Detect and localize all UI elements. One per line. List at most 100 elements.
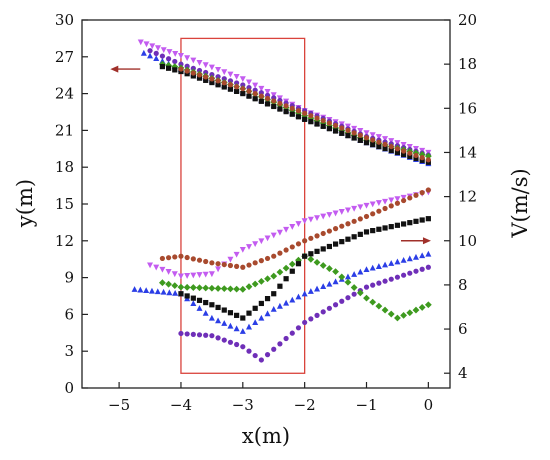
speed-point bbox=[418, 304, 426, 311]
speed-point bbox=[419, 266, 425, 272]
trajectory-point bbox=[172, 67, 178, 73]
trajectory-point bbox=[209, 79, 215, 86]
speed-point bbox=[345, 221, 351, 227]
speed-point bbox=[277, 341, 283, 347]
speed-point bbox=[387, 310, 395, 318]
speed-point bbox=[159, 266, 166, 273]
speed-point bbox=[190, 300, 197, 307]
speed-point bbox=[202, 309, 209, 316]
series-5 bbox=[159, 64, 431, 321]
speed-point bbox=[363, 284, 370, 290]
trajectory-point bbox=[264, 95, 271, 102]
trajectory-point bbox=[283, 109, 289, 115]
speed-point bbox=[166, 289, 173, 296]
trajectory-point bbox=[388, 138, 395, 144]
trajectory-point bbox=[407, 150, 413, 156]
y-tick-label: 24 bbox=[55, 85, 74, 103]
speed-point bbox=[425, 187, 431, 193]
speed-point bbox=[388, 276, 394, 282]
speed-point bbox=[220, 285, 228, 293]
trajectory-point bbox=[351, 135, 357, 141]
left-axis-arrow-head bbox=[110, 65, 119, 73]
speed-point bbox=[326, 280, 333, 287]
speed-point bbox=[369, 264, 376, 271]
speed-point bbox=[401, 197, 407, 204]
speed-point bbox=[326, 243, 332, 250]
trajectory-point bbox=[233, 73, 240, 80]
trajectory-point bbox=[196, 59, 203, 66]
trajectory-point bbox=[190, 57, 197, 64]
speed-point bbox=[258, 300, 264, 307]
y-tick-label: 0 bbox=[64, 379, 74, 397]
speed-point bbox=[425, 250, 432, 257]
trajectory-point bbox=[215, 66, 222, 73]
y2-tick-label: 18 bbox=[458, 55, 477, 73]
speed-point bbox=[344, 273, 351, 280]
trajectory-point bbox=[246, 84, 252, 91]
speed-point bbox=[264, 295, 271, 302]
trajectory-point bbox=[289, 111, 295, 117]
trajectory-point bbox=[369, 132, 376, 139]
speed-point bbox=[419, 190, 425, 196]
trajectory-point bbox=[277, 100, 283, 107]
y2-tick-label: 16 bbox=[458, 99, 477, 117]
speed-point bbox=[363, 213, 370, 220]
speed-point bbox=[357, 231, 363, 237]
trajectory-point bbox=[351, 125, 358, 132]
speed-point bbox=[351, 218, 357, 224]
trajectory-point bbox=[137, 39, 144, 46]
trajectory-point bbox=[208, 64, 215, 71]
trajectory-point bbox=[252, 96, 258, 102]
speed-point bbox=[240, 315, 246, 321]
speed-point bbox=[252, 352, 258, 359]
marks-layer bbox=[131, 39, 432, 363]
speed-point bbox=[270, 272, 278, 280]
speed-point bbox=[282, 264, 290, 272]
speed-point bbox=[351, 234, 357, 240]
speed-point bbox=[183, 283, 191, 291]
speed-point bbox=[246, 262, 252, 268]
speed-point bbox=[339, 298, 345, 304]
speed-point bbox=[137, 286, 144, 293]
trajectory-point bbox=[240, 91, 246, 97]
speed-point bbox=[351, 291, 357, 297]
speed-point bbox=[154, 288, 161, 295]
speed-point bbox=[388, 224, 394, 230]
trajectory-point bbox=[190, 73, 196, 79]
trajectory-point bbox=[289, 105, 295, 111]
trajectory-point bbox=[400, 142, 407, 148]
speed-point bbox=[394, 196, 401, 203]
speed-point bbox=[239, 246, 246, 253]
trajectory-point bbox=[401, 148, 407, 154]
speed-point bbox=[277, 250, 283, 256]
speed-point bbox=[332, 226, 339, 232]
speed-point bbox=[196, 305, 203, 311]
speed-point bbox=[233, 325, 240, 332]
speed-point bbox=[184, 273, 191, 279]
trajectory-point bbox=[203, 74, 209, 80]
speed-point bbox=[147, 262, 154, 269]
trajectory-point bbox=[413, 155, 419, 161]
trajectory-point bbox=[172, 51, 179, 57]
speed-point bbox=[412, 253, 419, 260]
speed-point bbox=[283, 226, 290, 233]
speed-point bbox=[165, 269, 172, 275]
trajectory-point bbox=[277, 106, 283, 112]
y-tick-label: 12 bbox=[55, 232, 74, 250]
speed-point bbox=[215, 335, 221, 341]
speed-point bbox=[394, 200, 401, 206]
speed-point bbox=[381, 306, 389, 314]
highlight-box bbox=[180, 37, 306, 374]
speed-point bbox=[394, 274, 401, 280]
speed-point bbox=[320, 283, 327, 290]
speed-point bbox=[351, 205, 358, 212]
y-tick-label: 3 bbox=[64, 342, 74, 360]
speed-point bbox=[394, 314, 401, 322]
speed-point bbox=[276, 268, 284, 276]
speed-point bbox=[370, 282, 376, 288]
speed-point bbox=[196, 332, 203, 338]
speed-point bbox=[412, 306, 420, 314]
trajectory-point bbox=[363, 135, 370, 141]
speed-point bbox=[345, 295, 351, 301]
speed-point bbox=[357, 216, 363, 222]
